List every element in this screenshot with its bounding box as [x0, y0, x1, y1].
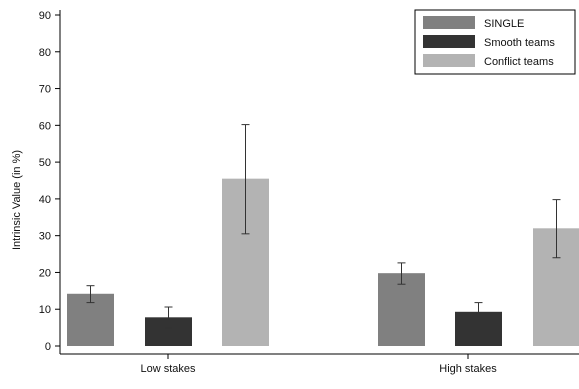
legend-label: SINGLE: [484, 18, 524, 30]
y-tick-label: 80: [39, 47, 51, 59]
legend-label: Conflict teams: [484, 56, 554, 68]
bars-group: [67, 178, 579, 346]
legend-swatch: [423, 54, 475, 67]
y-tick-label: 60: [39, 120, 51, 132]
legend-swatch: [423, 35, 475, 48]
y-tick-label: 10: [39, 304, 51, 316]
y-tick-label: 90: [39, 10, 51, 22]
bar: [378, 273, 425, 346]
x-axis: Low stakes High stakes: [60, 353, 579, 375]
y-tick-label: 30: [39, 231, 51, 243]
y-tick-label: 70: [39, 84, 51, 96]
x-tick-label: High stakes: [439, 363, 497, 375]
y-tick-label: 40: [39, 194, 51, 206]
y-tick-label: 50: [39, 157, 51, 169]
legend-label: Smooth teams: [484, 37, 555, 49]
x-tick-label: Low stakes: [140, 363, 196, 375]
y-axis: 0 10 20 30 40 50 60 70 80 90: [39, 10, 61, 354]
y-axis-title: Intrinsic Value (in %): [11, 150, 23, 250]
y-tick-label: 20: [39, 267, 51, 279]
y-tick-label: 0: [45, 341, 51, 353]
legend: SINGLE Smooth teams Conflict teams: [414, 9, 576, 75]
error-bars-group: [86, 124, 561, 329]
legend-swatch: [423, 16, 475, 29]
